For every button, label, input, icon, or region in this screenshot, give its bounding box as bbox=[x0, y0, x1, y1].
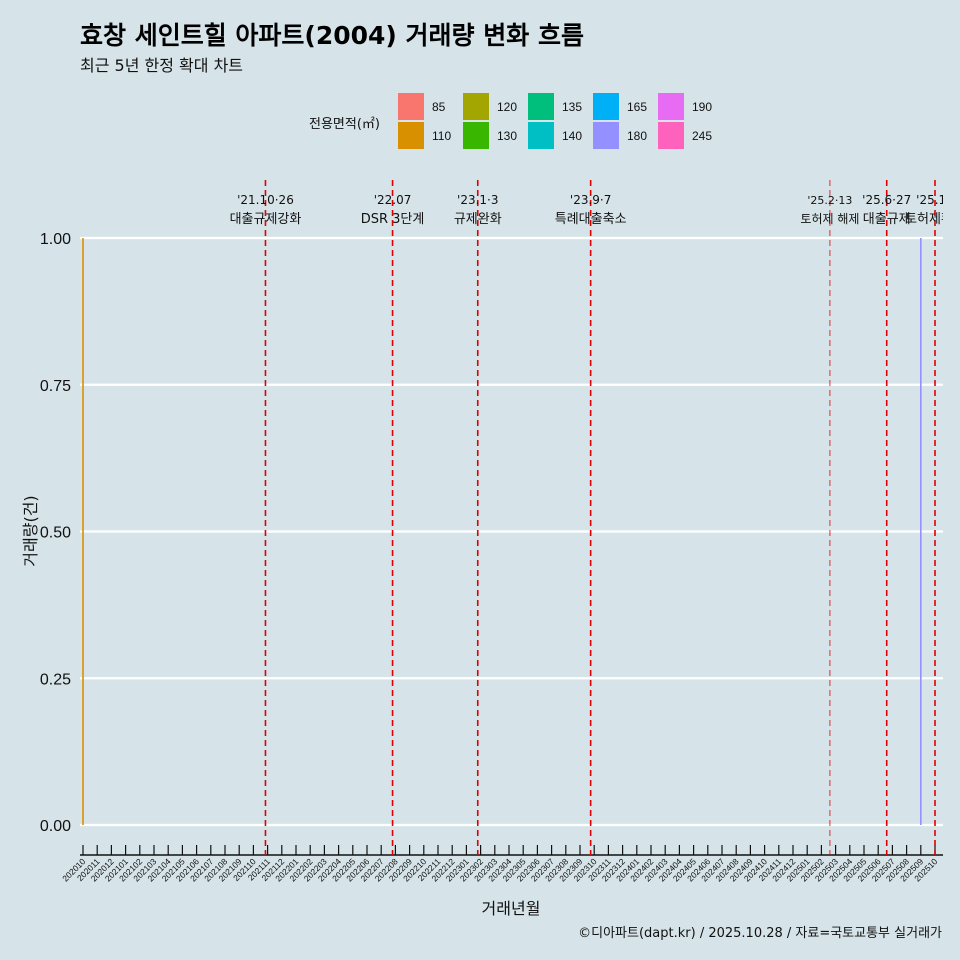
x-axis-title: 거래년월 bbox=[482, 899, 541, 918]
y-tick-label: 0.00 bbox=[40, 818, 71, 835]
legend-label: 140 bbox=[562, 129, 582, 143]
event-label: 대출규제 bbox=[863, 212, 911, 227]
legend-title: 전용면적(㎡) bbox=[309, 117, 380, 132]
legend-swatch-180 bbox=[593, 122, 619, 149]
event-date: '23.9·7 bbox=[570, 193, 611, 207]
y-tick-label: 0.25 bbox=[40, 671, 71, 688]
event-label: 대출규제강화 bbox=[230, 212, 302, 227]
event-date: '23.1·3 bbox=[457, 193, 498, 207]
event-date: '25.6·27 bbox=[862, 193, 911, 207]
legend-label: 190 bbox=[692, 100, 712, 114]
event-label: 특례대출축소 bbox=[555, 212, 627, 227]
source-caption: ©디아파트(dapt.kr) / 2025.10.28 / 자료=국토교통부 실… bbox=[578, 926, 942, 941]
legend-label: 135 bbox=[562, 100, 582, 114]
event-label: 토허제 해제 bbox=[800, 212, 859, 226]
event-date: '22.07 bbox=[374, 193, 412, 207]
legend-label: 180 bbox=[627, 129, 647, 143]
y-tick-label: 0.75 bbox=[40, 378, 71, 395]
event-date: '21.10·26 bbox=[237, 193, 294, 207]
legend-swatch-245 bbox=[658, 122, 684, 149]
legend-swatch-120 bbox=[463, 93, 489, 120]
legend-swatch-85 bbox=[398, 93, 424, 120]
chart-subtitle: 최근 5년 한정 확대 차트 bbox=[80, 56, 244, 75]
legend-swatch-110 bbox=[398, 122, 424, 149]
legend-label: 110 bbox=[432, 129, 451, 143]
legend-label: 85 bbox=[432, 100, 446, 114]
event-label: 토허제확대 bbox=[905, 212, 960, 227]
y-tick-label: 1.00 bbox=[40, 231, 71, 248]
legend-swatch-130 bbox=[463, 122, 489, 149]
legend-swatch-135 bbox=[528, 93, 554, 120]
y-tick-label: 0.50 bbox=[40, 525, 71, 542]
event-date: '25.2·13 bbox=[807, 194, 852, 207]
legend-label: 130 bbox=[497, 129, 517, 143]
legend-label: 245 bbox=[692, 129, 712, 143]
chart-title: 효창 세인트힐 아파트(2004) 거래량 변화 흐름 bbox=[80, 21, 584, 50]
event-date: '25.10 bbox=[916, 193, 954, 207]
legend-swatch-140 bbox=[528, 122, 554, 149]
event-label: 규제완화 bbox=[454, 212, 502, 227]
legend-label: 165 bbox=[627, 100, 647, 114]
event-label: DSR 3단계 bbox=[361, 212, 425, 227]
legend-swatch-165 bbox=[593, 93, 619, 120]
legend-swatch-190 bbox=[658, 93, 684, 120]
legend-label: 120 bbox=[497, 100, 517, 114]
y-axis-title: 거래량(건) bbox=[21, 495, 40, 566]
